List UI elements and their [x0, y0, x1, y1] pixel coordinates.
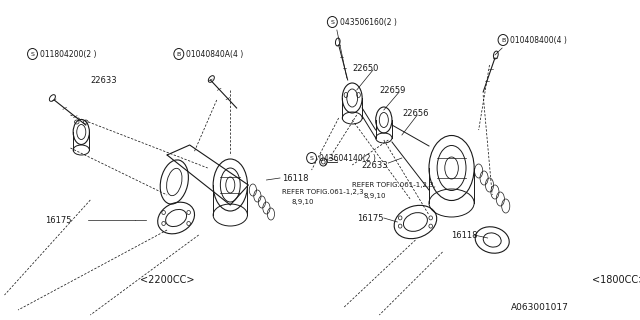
Text: 22633: 22633	[361, 161, 388, 170]
Text: 22650: 22650	[352, 63, 379, 73]
Text: <2200CC>: <2200CC>	[140, 275, 195, 285]
Text: 8,9,10: 8,9,10	[364, 193, 387, 199]
Text: B: B	[501, 37, 505, 43]
Text: 16175: 16175	[45, 215, 72, 225]
Text: 16118: 16118	[452, 230, 478, 239]
Text: REFER TOFIG.061-1,2,3,: REFER TOFIG.061-1,2,3,	[352, 182, 436, 188]
Text: 043604140(2 ): 043604140(2 )	[319, 154, 376, 163]
Text: 22659: 22659	[380, 85, 406, 94]
Text: <1800CC>: <1800CC>	[591, 275, 640, 285]
Text: 8,9,10: 8,9,10	[292, 199, 314, 205]
Text: B: B	[177, 52, 181, 57]
Text: 16118: 16118	[282, 173, 308, 182]
Text: 010408400(4 ): 010408400(4 )	[510, 36, 567, 44]
Text: REFER TOFIG.061-1,2,3,: REFER TOFIG.061-1,2,3,	[282, 189, 365, 195]
Text: 011804200(2 ): 011804200(2 )	[40, 50, 96, 59]
Text: 01040840A(4 ): 01040840A(4 )	[186, 50, 243, 59]
Text: S: S	[31, 52, 35, 57]
Text: 16175: 16175	[356, 213, 383, 222]
Text: A063001017: A063001017	[511, 302, 569, 311]
Text: S: S	[330, 20, 334, 25]
Text: 22656: 22656	[402, 108, 428, 117]
Text: 043506160(2 ): 043506160(2 )	[340, 18, 396, 27]
Text: 22633: 22633	[90, 76, 117, 84]
Text: S: S	[310, 156, 314, 161]
